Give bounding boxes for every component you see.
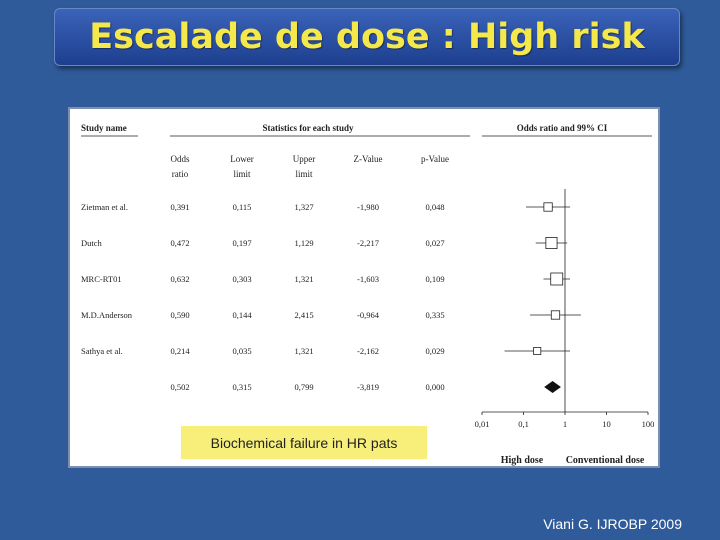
col-header-or: Odds [170, 154, 189, 164]
row-cell-z: -2,217 [357, 238, 379, 248]
table-row: MRC-RT01 0,632 0,303 1,321 -1,603 0,109 [81, 274, 445, 284]
row-cell-p: 0,109 [425, 274, 444, 284]
row-cell-p: 0,027 [425, 238, 444, 248]
header-study-name: Study name [81, 123, 127, 133]
x-tick-label: 1 [563, 419, 567, 429]
row-cell-p: 0,000 [425, 382, 444, 392]
row-study-name: Zietman et al. [81, 202, 128, 212]
row-cell-z: -2,162 [357, 346, 379, 356]
x-tick-label: 100 [642, 419, 655, 429]
row-cell-z: -1,603 [357, 274, 379, 284]
col-header-upper: Upper [293, 154, 316, 164]
row-cell-upper: 2,415 [294, 310, 313, 320]
table-row: Sathya et al. 0,214 0,035 1,321 -2,162 0,029 [81, 346, 445, 356]
row-study-name: MRC-RT01 [81, 274, 122, 284]
title-box: Escalade de dose : High risk [54, 8, 680, 66]
row-cell-p: 0,029 [425, 346, 444, 356]
favours-right-label: Conventional dose [566, 455, 645, 466]
point-estimate [550, 272, 564, 286]
forest-plot-panel: Study name Statistics for each study Odd… [68, 107, 660, 468]
x-tick-label: 0,1 [518, 419, 529, 429]
point-estimate [550, 310, 561, 320]
citation: Viani G. IJROBP 2009 [543, 516, 682, 532]
slide-title: Escalade de dose : High risk [89, 17, 645, 57]
row-cell-p: 0,335 [425, 310, 444, 320]
row-cell-lower: 0,197 [232, 238, 251, 248]
header-ci-group: Odds ratio and 99% CI [517, 123, 608, 133]
row-cell-or: 0,502 [170, 382, 189, 392]
row-cell-upper: 1,321 [294, 274, 313, 284]
row-cell-z: -1,980 [357, 202, 379, 212]
row-cell-or: 0,590 [170, 310, 189, 320]
row-cell-upper: 1,321 [294, 346, 313, 356]
favours-left-label: High dose [501, 455, 544, 466]
row-cell-upper: 1,129 [294, 238, 313, 248]
row-cell-upper: 0,799 [294, 382, 313, 392]
table-row: Dutch 0,472 0,197 1,129 -2,217 0,027 [81, 238, 445, 248]
point-estimate [545, 236, 558, 249]
col-header-lower-2: limit [233, 169, 251, 179]
col-header-upper-2: limit [295, 169, 313, 179]
col-header-or-2: ratio [172, 169, 189, 179]
x-tick-label: 0,01 [475, 419, 490, 429]
point-estimate [543, 202, 553, 212]
row-cell-or: 0,472 [170, 238, 189, 248]
row-cell-lower: 0,144 [232, 310, 252, 320]
row-study-name: Sathya et al. [81, 346, 123, 356]
header-stats-group: Statistics for each study [262, 123, 354, 133]
row-cell-lower: 0,035 [232, 346, 251, 356]
table-row: Zietman et al. 0,391 0,115 1,327 -1,980 0,048 [81, 202, 445, 212]
row-cell-lower: 0,315 [232, 382, 251, 392]
row-cell-or: 0,632 [170, 274, 189, 284]
col-header-z: Z-Value [354, 154, 383, 164]
row-cell-lower: 0,303 [232, 274, 251, 284]
row-study-name: Dutch [81, 238, 103, 248]
x-tick-label: 10 [602, 419, 611, 429]
table-row: 0,502 0,315 0,799 -3,819 0,000 [170, 382, 444, 392]
summary-diamond [544, 381, 561, 393]
caption-badge: Biochemical failure in HR pats [181, 426, 427, 459]
row-study-name: M.D.Anderson [81, 310, 133, 320]
forest-plot: Study name Statistics for each study Odd… [81, 123, 655, 466]
row-cell-upper: 1,327 [294, 202, 313, 212]
row-cell-p: 0,048 [425, 202, 444, 212]
table-row: M.D.Anderson 0,590 0,144 2,415 -0,964 0,335 [81, 310, 445, 320]
row-cell-z: -3,819 [357, 382, 379, 392]
col-header-lower: Lower [230, 154, 254, 164]
row-cell-lower: 0,115 [233, 202, 252, 212]
row-cell-or: 0,214 [170, 346, 190, 356]
col-header-p: p-Value [421, 154, 449, 164]
row-cell-z: -0,964 [357, 310, 380, 320]
row-cell-or: 0,391 [170, 202, 189, 212]
point-estimate [533, 346, 542, 355]
